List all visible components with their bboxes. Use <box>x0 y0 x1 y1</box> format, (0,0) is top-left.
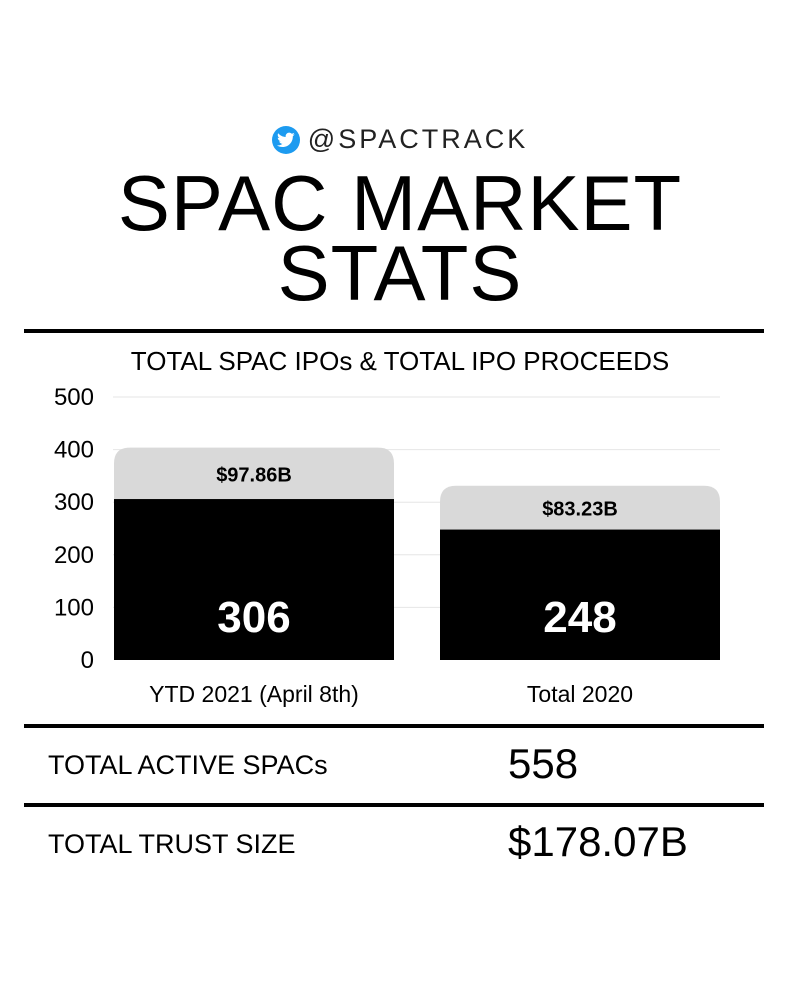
y-tick-label: 300 <box>54 489 94 516</box>
page-title: SPAC MARKET STATS <box>0 159 800 317</box>
y-tick-label: 0 <box>81 647 94 674</box>
proceeds-data-label: $83.23B <box>542 499 618 521</box>
y-tick-label: 200 <box>54 542 94 569</box>
active-spacs-label: TOTAL ACTIVE SPACs <box>48 750 328 780</box>
twitter-bird-icon <box>271 125 300 154</box>
divider-top <box>24 329 764 333</box>
bar-ipo-count <box>440 529 720 660</box>
ipo-count-data-label: 306 <box>217 593 290 642</box>
y-tick-label: 100 <box>54 594 94 621</box>
y-tick-label: 500 <box>54 384 94 411</box>
ipo-count-data-label: 248 <box>543 593 616 642</box>
y-tick-label: 400 <box>54 437 94 464</box>
divider-bottom <box>24 803 764 807</box>
bar-proceeds <box>114 447 394 500</box>
title-line-2: STATS <box>277 229 523 317</box>
trust-size-label: TOTAL TRUST SIZE <box>48 829 296 859</box>
bar-ipo-count <box>114 499 394 660</box>
x-tick-label: YTD 2021 (April 8th) <box>149 681 359 707</box>
bar-proceeds <box>440 485 720 530</box>
trust-size-value: $178.07B <box>508 818 688 865</box>
twitter-handle: @SPACTRACK <box>0 124 800 155</box>
chart-title: TOTAL SPAC IPOs & TOTAL IPO PROCEEDS <box>130 346 670 376</box>
divider-middle <box>24 724 764 728</box>
title-line-1: SPAC MARKET <box>117 159 683 247</box>
bar-chart: 0 100 200 300 400 500 $97.86B 306 YTD 2021 (Apri… <box>54 384 720 707</box>
proceeds-data-label: $97.86B <box>216 464 292 486</box>
x-tick-label: Total 2020 <box>527 681 633 707</box>
handle-text: @SPACTRACK <box>307 124 529 154</box>
active-spacs-value: 558 <box>508 740 579 787</box>
